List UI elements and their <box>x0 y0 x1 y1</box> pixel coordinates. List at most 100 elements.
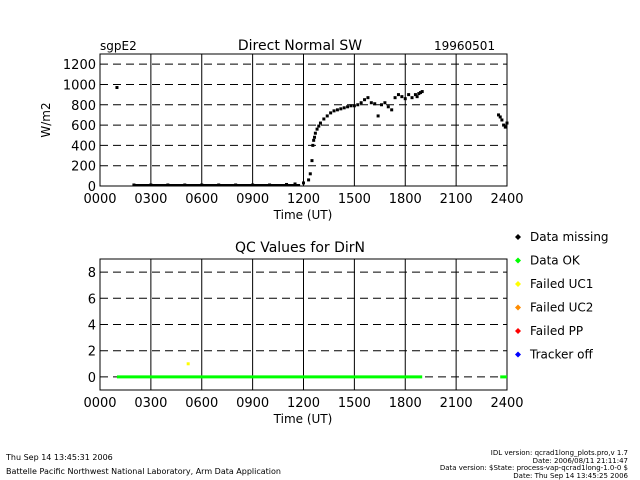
x-tick-label: 1500 <box>338 192 371 207</box>
data-point <box>308 172 312 176</box>
data-point <box>417 92 421 96</box>
data-point <box>396 93 400 97</box>
x-tick-label: 0300 <box>134 396 167 411</box>
y-tick-label: 1200 <box>63 58 96 73</box>
y-tick-label: 200 <box>71 160 96 175</box>
footer-data-date: Date: Thu Sep 14 13:45:25 2006 <box>513 472 628 480</box>
footer-lab: Battelle Pacific Northwest National Labo… <box>6 467 281 476</box>
legend-label: Failed UC2 <box>530 301 593 315</box>
data-point <box>325 114 329 118</box>
data-point <box>166 183 170 187</box>
data-point <box>310 159 314 163</box>
x-tick-label: 2400 <box>490 192 523 207</box>
data-point <box>497 113 501 117</box>
footer-data-version: Data version: $State: process-vap-qcrad1… <box>440 464 628 472</box>
legend-marker-icon <box>515 234 521 240</box>
top-x-ticks: 0000 0300 0600 0900 1200 1500 1800 2100 2400 <box>83 192 523 207</box>
data-point <box>380 103 384 107</box>
data-point <box>410 96 414 100</box>
legend-marker-icon <box>515 351 521 358</box>
data-point <box>315 127 319 131</box>
bottom-y-ticks: 0 2 4 6 8 <box>88 266 96 386</box>
data-point <box>419 91 423 95</box>
data-point <box>349 104 353 108</box>
data-point <box>413 93 417 97</box>
legend: Data missing Data OK Failed UC1 Failed UC2 F… <box>515 230 609 362</box>
x-tick-label: 2100 <box>440 192 473 207</box>
y-tick-label: 600 <box>71 119 96 134</box>
footer-timestamp: Thu Sep 14 13:45:31 2006 <box>5 453 113 462</box>
x-tick-label: 2100 <box>440 396 473 411</box>
top-grid <box>100 54 507 187</box>
data-point <box>313 135 317 139</box>
data-point <box>342 106 346 110</box>
y-tick-label: 800 <box>71 99 96 114</box>
chart-title-top: Direct Normal SW <box>238 38 362 54</box>
data-point <box>415 95 419 99</box>
data-point <box>302 181 305 185</box>
data-point <box>403 97 407 101</box>
data-point <box>285 182 289 186</box>
y-tick-label: 4 <box>88 319 96 334</box>
legend-label: Tracker off <box>529 348 593 362</box>
data-point <box>332 109 336 113</box>
bottom-grid <box>100 259 507 390</box>
x-tick-label: 2400 <box>490 396 523 411</box>
y-tick-label: 0 <box>88 371 96 386</box>
data-point <box>359 101 363 105</box>
data-point <box>200 183 204 187</box>
y-tick-label: 2 <box>88 345 96 360</box>
bottom-series <box>116 362 507 379</box>
y-tick-label: 6 <box>88 292 96 307</box>
qc-uc1-point <box>186 362 190 366</box>
bottom-plot: 0000 0300 0600 0900 1200 1500 1800 2100 2400 0 2 4… <box>83 258 524 426</box>
data-point <box>234 183 238 187</box>
bottom-x-label: Time (UT) <box>273 412 333 426</box>
data-point <box>346 105 350 109</box>
data-point <box>400 95 404 99</box>
top-plot: 0000 0300 0600 0900 1200 1500 1800 2100 2400 0 20… <box>39 53 524 222</box>
data-point <box>352 104 356 108</box>
data-point <box>356 103 360 107</box>
legend-label: Failed PP <box>530 324 583 338</box>
x-tick-label: 0900 <box>236 396 269 411</box>
top-x-label: Time (UT) <box>273 208 333 222</box>
data-point <box>376 114 380 118</box>
data-point <box>502 123 506 127</box>
data-point <box>251 183 255 187</box>
y-tick-label: 1000 <box>63 78 96 93</box>
legend-label: Failed UC1 <box>530 277 593 291</box>
data-point <box>407 93 411 97</box>
top-series <box>115 86 509 187</box>
data-point <box>329 111 333 115</box>
data-point <box>217 183 221 187</box>
data-point <box>115 86 119 90</box>
x-tick-label: 0600 <box>185 396 218 411</box>
data-point <box>335 108 339 112</box>
site-label: sgpE2 <box>100 39 137 53</box>
data-point <box>505 121 509 125</box>
data-point <box>383 101 387 105</box>
data-point <box>149 183 153 187</box>
legend-marker-icon <box>515 281 521 287</box>
data-point <box>420 90 424 94</box>
data-point <box>183 183 187 187</box>
data-point <box>312 138 316 142</box>
data-point <box>311 143 315 147</box>
data-point <box>317 124 321 128</box>
top-y-label: W/m2 <box>39 102 53 137</box>
data-point <box>503 125 507 129</box>
x-tick-label: 0900 <box>236 192 269 207</box>
legend-label: Data OK <box>530 254 581 268</box>
data-point <box>366 96 370 100</box>
data-point <box>369 101 373 105</box>
data-point <box>318 121 322 125</box>
data-point <box>268 183 272 187</box>
x-tick-label: 0000 <box>83 192 116 207</box>
top-y-ticks: 0 200 400 600 800 1000 1200 <box>63 58 96 195</box>
data-point <box>313 131 317 135</box>
bottom-x-ticks: 0000 0300 0600 0900 1200 1500 1800 2100 2400 <box>83 396 523 411</box>
data-point <box>500 118 504 122</box>
data-point <box>322 117 326 121</box>
